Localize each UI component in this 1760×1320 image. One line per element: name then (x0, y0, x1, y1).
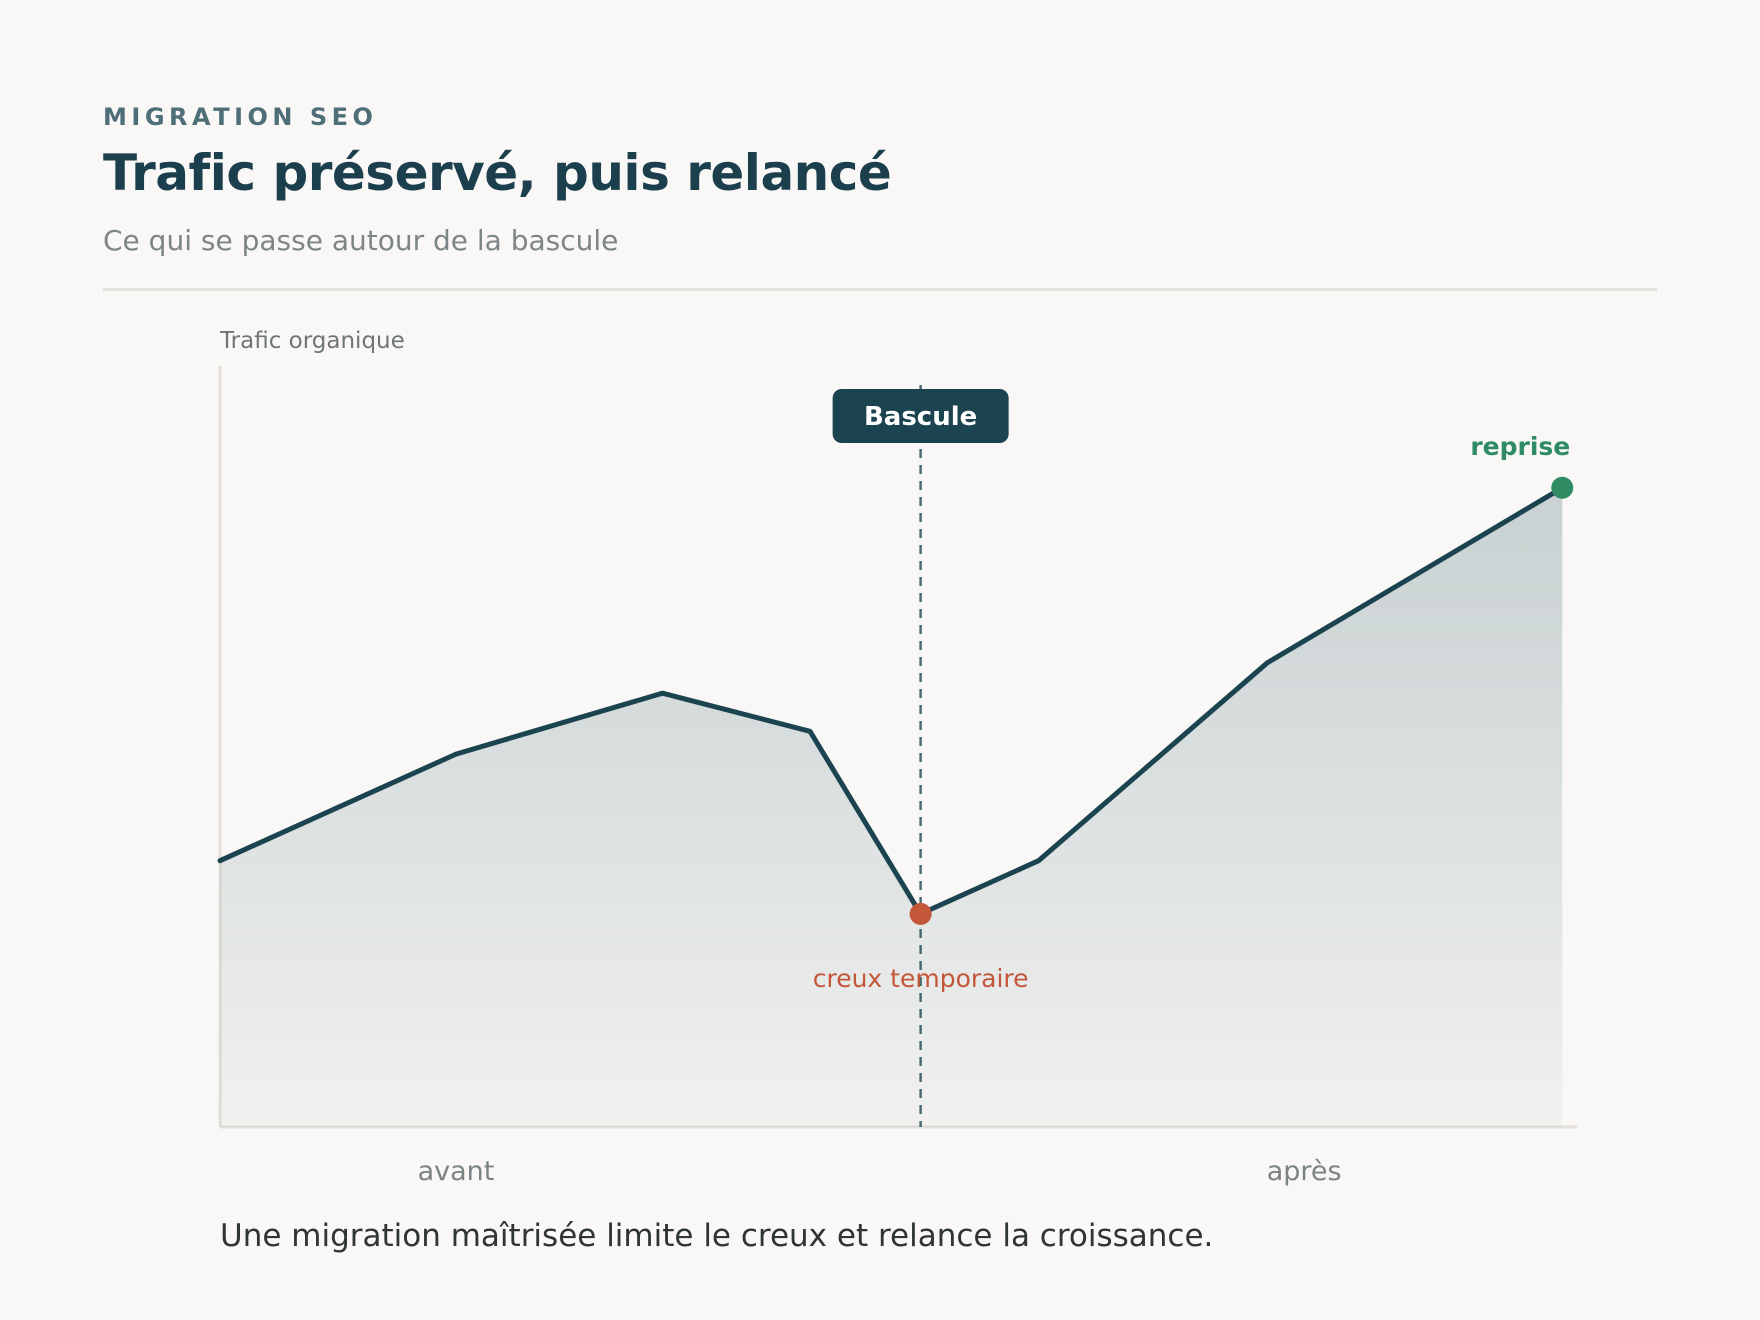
page-title: Trafic préservé, puis relancé (103, 144, 892, 202)
bascule-badge (832, 389, 1009, 443)
chart-caption: Une migration maîtrisée limite le creux … (220, 1218, 1214, 1254)
bascule-badge-label: Bascule (864, 402, 977, 432)
eyebrow-label: MIGRATION SEO (103, 103, 378, 131)
header-divider (103, 288, 1657, 291)
traffic-line (217, 485, 1565, 917)
recovery-point (1551, 476, 1574, 499)
traffic-area (220, 487, 1563, 1127)
y-axis-label: Trafic organique (220, 328, 405, 354)
recovery-label: reprise (1470, 432, 1570, 461)
trough-point (909, 902, 932, 925)
trough-label: creux temporaire (813, 964, 1029, 993)
x-tick-label: avant (417, 1156, 495, 1187)
page-subtitle: Ce qui se passe autour de la bascule (103, 224, 619, 257)
x-tick-label: après (1266, 1156, 1342, 1187)
